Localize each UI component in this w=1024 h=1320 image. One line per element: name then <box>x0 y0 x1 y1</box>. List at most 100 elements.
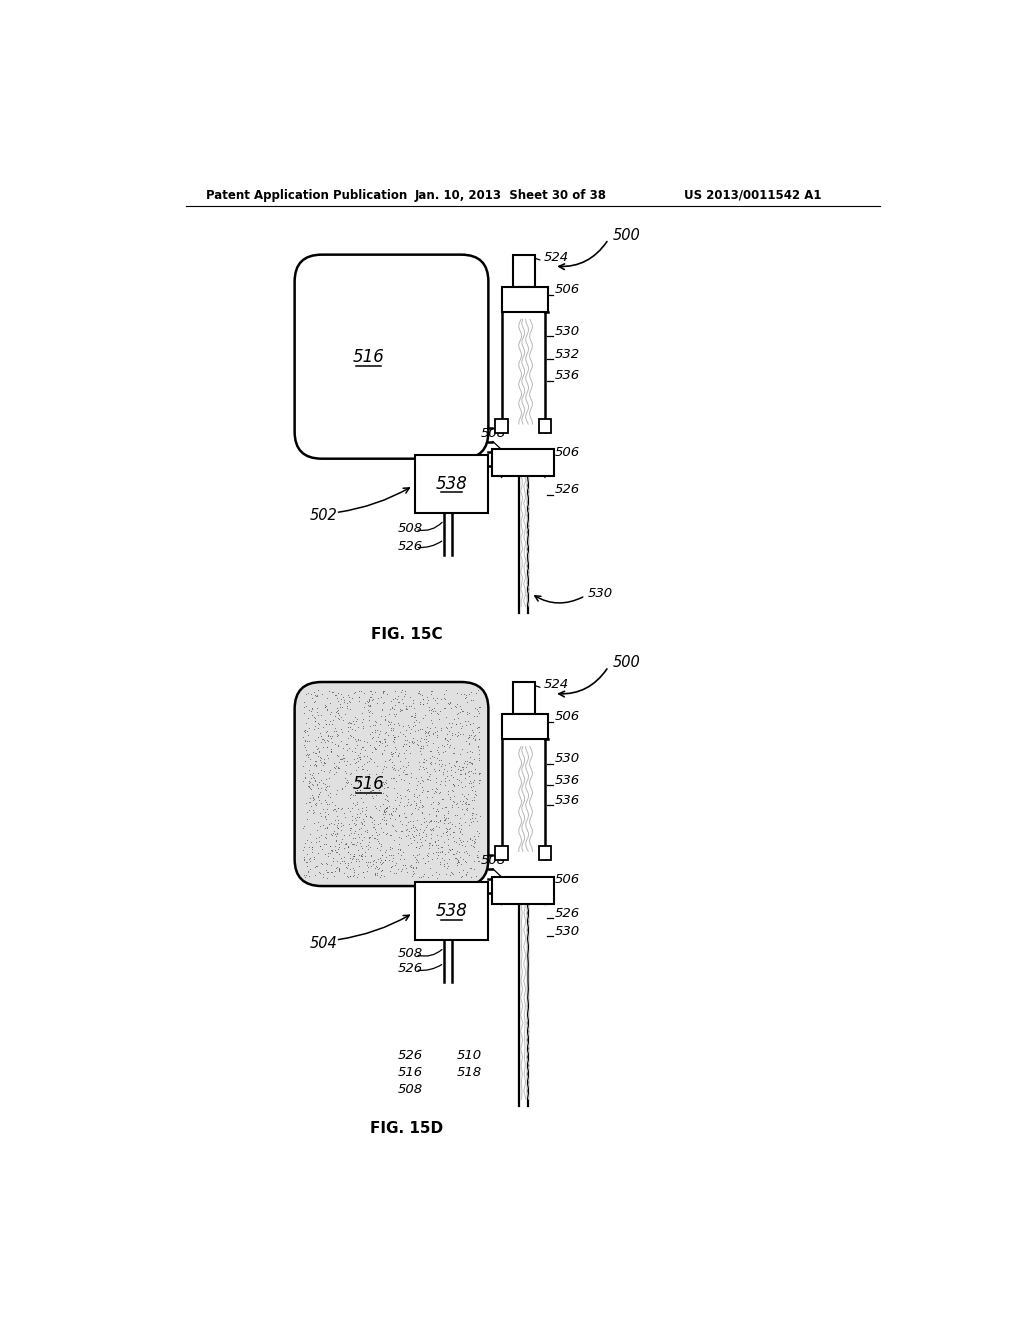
Point <box>376 799 392 820</box>
Point <box>409 734 425 755</box>
Point <box>369 755 385 776</box>
Point <box>403 866 420 887</box>
Point <box>296 865 312 886</box>
Point <box>350 729 367 750</box>
Point <box>378 846 394 867</box>
Point <box>365 779 381 800</box>
Point <box>296 696 312 717</box>
Point <box>398 814 415 836</box>
Point <box>390 744 407 766</box>
Point <box>307 770 324 791</box>
Point <box>436 684 453 705</box>
Point <box>326 813 342 834</box>
Point <box>340 855 356 876</box>
Point <box>351 781 368 803</box>
Point <box>319 730 336 751</box>
Point <box>352 779 369 800</box>
Point <box>354 838 371 859</box>
Point <box>465 833 481 854</box>
Point <box>409 818 425 840</box>
Point <box>429 747 445 768</box>
Point <box>318 737 335 758</box>
Point <box>411 682 427 704</box>
Point <box>459 704 475 725</box>
Point <box>399 824 416 845</box>
Point <box>385 845 401 866</box>
Point <box>471 743 487 764</box>
Point <box>368 763 384 784</box>
Point <box>426 810 442 832</box>
Point <box>348 747 365 768</box>
Point <box>306 742 323 763</box>
Point <box>453 684 469 705</box>
Point <box>381 845 397 866</box>
Point <box>436 812 453 833</box>
Point <box>360 783 377 804</box>
Point <box>447 804 464 825</box>
Point <box>322 787 338 808</box>
Point <box>348 779 365 800</box>
Point <box>327 861 343 882</box>
Point <box>426 783 442 804</box>
Point <box>313 684 330 705</box>
Point <box>463 760 479 781</box>
Point <box>443 722 460 743</box>
Text: 502: 502 <box>310 508 338 523</box>
Point <box>471 722 487 743</box>
Point <box>350 686 367 708</box>
Point <box>395 735 412 756</box>
Point <box>307 770 324 791</box>
Point <box>377 841 393 862</box>
Point <box>336 850 352 871</box>
Point <box>397 747 414 768</box>
Point <box>371 857 387 878</box>
Point <box>379 822 395 843</box>
Point <box>340 713 356 734</box>
Point <box>406 791 422 812</box>
Point <box>334 779 350 800</box>
Point <box>423 700 439 721</box>
Point <box>399 812 416 833</box>
Point <box>313 854 330 875</box>
Point <box>404 857 421 878</box>
Point <box>316 752 333 774</box>
Point <box>316 805 333 826</box>
Point <box>324 824 340 845</box>
Point <box>390 805 407 826</box>
Point <box>331 834 347 855</box>
Point <box>417 705 433 726</box>
Point <box>430 793 446 814</box>
Point <box>421 804 437 825</box>
Point <box>408 846 424 867</box>
Point <box>324 731 340 752</box>
Point <box>459 686 475 708</box>
Point <box>451 841 467 862</box>
Point <box>356 693 373 714</box>
Point <box>442 824 459 845</box>
Point <box>330 817 346 838</box>
Point <box>369 855 385 876</box>
Point <box>401 735 418 756</box>
Point <box>352 812 369 833</box>
Point <box>359 838 376 859</box>
Point <box>459 797 475 818</box>
Point <box>406 733 422 754</box>
Point <box>466 825 482 846</box>
Point <box>384 743 400 764</box>
Point <box>429 737 445 758</box>
Point <box>331 858 347 879</box>
Point <box>393 768 410 789</box>
Point <box>410 771 426 792</box>
Point <box>460 762 476 783</box>
Point <box>447 847 464 869</box>
Point <box>401 696 418 717</box>
Point <box>351 748 368 770</box>
Point <box>451 770 467 791</box>
Point <box>371 730 387 751</box>
Point <box>386 704 402 725</box>
Point <box>415 694 431 715</box>
Point <box>392 698 409 719</box>
Point <box>347 814 364 836</box>
Point <box>305 788 322 809</box>
Point <box>442 734 459 755</box>
